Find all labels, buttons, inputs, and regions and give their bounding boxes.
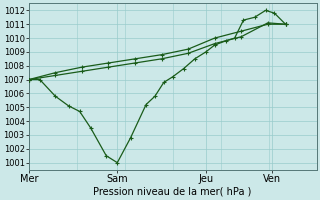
X-axis label: Pression niveau de la mer( hPa ): Pression niveau de la mer( hPa ) <box>93 187 252 197</box>
